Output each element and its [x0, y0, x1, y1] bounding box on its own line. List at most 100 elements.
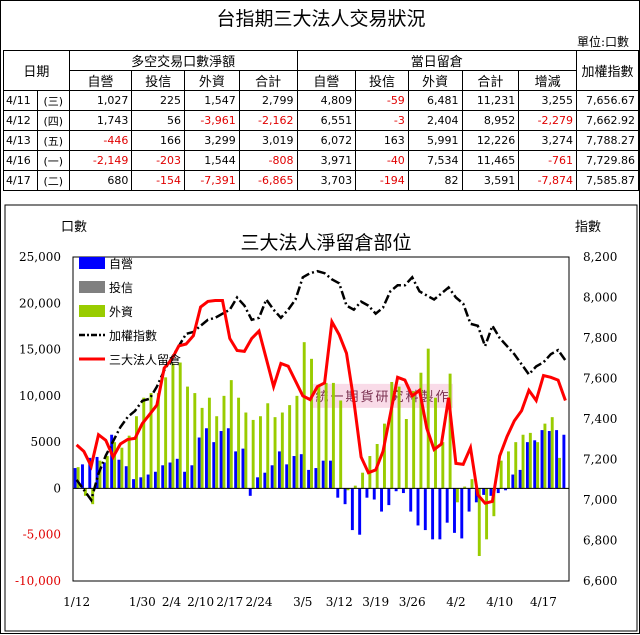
bar-foreign [558, 457, 561, 489]
y-left-tick: 10,000 [19, 389, 61, 403]
table-cell: -7,874 [518, 170, 578, 191]
bar-dealer [533, 440, 537, 489]
row-date: 4/12 [3, 110, 38, 131]
table-cell: 4,809 [296, 90, 357, 111]
header-index: 加權指數 [576, 50, 639, 91]
bar-foreign [120, 447, 124, 489]
legend-label: 加權指數 [109, 328, 157, 343]
y-right-tick: 6,600 [583, 574, 617, 588]
bar-dealer [124, 466, 128, 489]
table-cell: -3 [355, 110, 409, 131]
legend-swatch [79, 281, 105, 293]
bar-foreign [536, 442, 540, 489]
line-index [75, 269, 567, 503]
table-cell: 6,551 [296, 110, 357, 131]
bar-dealer [263, 472, 267, 489]
x-tick: 2/24 [246, 595, 273, 609]
table-cell: -2,149 [68, 150, 133, 171]
x-tick: 2/4 [162, 595, 182, 609]
bar-dealer [489, 488, 493, 496]
row-date: 4/13 [3, 130, 38, 151]
bar-foreign [288, 405, 292, 489]
col-header-1: 投信 [131, 70, 186, 91]
bar-dealer [285, 464, 289, 489]
y-left-tick: -5,000 [23, 528, 61, 542]
bar-dealer [358, 488, 362, 535]
row-date: 4/16 [3, 150, 38, 171]
y-left-tick: 15,000 [19, 343, 61, 357]
y-right-label: 指數 [575, 220, 601, 235]
bar-dealer [423, 488, 427, 531]
bar-foreign [448, 373, 452, 489]
bar-foreign [171, 363, 175, 489]
bar-dealer [562, 434, 566, 489]
x-tick: 3/12 [326, 595, 353, 609]
table-cell: 7,656.67 [576, 90, 639, 111]
header-group-oi: 當日留倉 [296, 50, 578, 71]
bar-dealer [110, 434, 114, 489]
col-header-8: 增減 [518, 70, 578, 91]
bar-foreign [113, 442, 117, 489]
bar-dealer [431, 488, 435, 540]
table-cell: 7,662.92 [576, 110, 639, 131]
bar-dealer [555, 430, 559, 489]
legend-swatch [79, 257, 105, 269]
table-row: 4/11 (三) 1,027 225 1,547 2,799 4,809 -59 6,481 11… [3, 90, 639, 111]
bar-dealer [153, 471, 157, 489]
table-cell: -761 [518, 150, 578, 171]
watermark: 統一期貨研究科製作 [315, 389, 450, 405]
bar-dealer [343, 488, 347, 505]
bar-dealer [226, 428, 230, 489]
table-cell: 3,591 [461, 170, 520, 191]
y-right-tick: 7,200 [583, 453, 617, 467]
bar-dealer [329, 460, 332, 489]
bar-dealer [102, 462, 106, 489]
bar-dealer [307, 469, 311, 489]
table-row: 4/13 (五) -446 166 3,299 3,019 6,072 163 5,991 12,… [3, 130, 639, 151]
bar-foreign [83, 488, 87, 496]
y-left-tick: -10,000 [15, 574, 61, 588]
bar-foreign [485, 488, 489, 540]
bar-dealer [73, 468, 77, 489]
bar-foreign [404, 419, 408, 489]
legend-label: 外資 [109, 305, 133, 319]
y-left-tick: 20,000 [19, 296, 61, 310]
line-total-oi [75, 299, 567, 505]
table-cell: 11,465 [461, 150, 520, 171]
bar-dealer [401, 488, 405, 494]
row-date: 4/17 [3, 170, 38, 191]
bar-foreign [419, 372, 423, 489]
bar-dealer [547, 431, 551, 489]
bar-foreign [331, 382, 335, 489]
bar-foreign [142, 397, 146, 489]
table-cell: 2,799 [238, 90, 298, 111]
table-cell: -446 [68, 130, 133, 151]
bar-dealer [175, 458, 179, 489]
y-right-tick: 7,600 [583, 372, 617, 386]
table-cell: 7,534 [407, 150, 463, 171]
x-tick: 4/17 [530, 595, 557, 609]
bar-dealer [482, 488, 486, 495]
bar-foreign [514, 442, 518, 489]
bar-dealer [81, 464, 84, 489]
col-header-2: 外資 [184, 70, 240, 91]
y-right-tick: 6,800 [583, 534, 617, 548]
x-tick: 4/2 [446, 595, 465, 609]
chart-frame [4, 204, 638, 632]
bar-dealer [292, 456, 296, 489]
plot-area: 25,000 20,000 15,000 10,000 5000 0 -5,000 -10,0… [15, 250, 617, 609]
table-cell: -2,279 [518, 110, 578, 131]
bar-dealer [365, 488, 369, 498]
table-cell: 1,027 [68, 90, 133, 111]
bar-foreign [105, 456, 109, 489]
bar-dealer [372, 488, 376, 500]
header-date: 日期 [3, 50, 70, 91]
table-row: 4/16 (一) -2,149 -203 1,544 -808 3,971 -40 7,534 1… [3, 150, 639, 171]
bar-foreign [339, 400, 343, 489]
legend-swatch [79, 305, 105, 317]
x-tick: 4/10 [486, 595, 513, 609]
col-header-3: 合計 [238, 70, 298, 91]
bar-dealer [540, 430, 544, 489]
col-header-0: 自營 [68, 70, 133, 91]
bar-foreign [426, 348, 430, 489]
